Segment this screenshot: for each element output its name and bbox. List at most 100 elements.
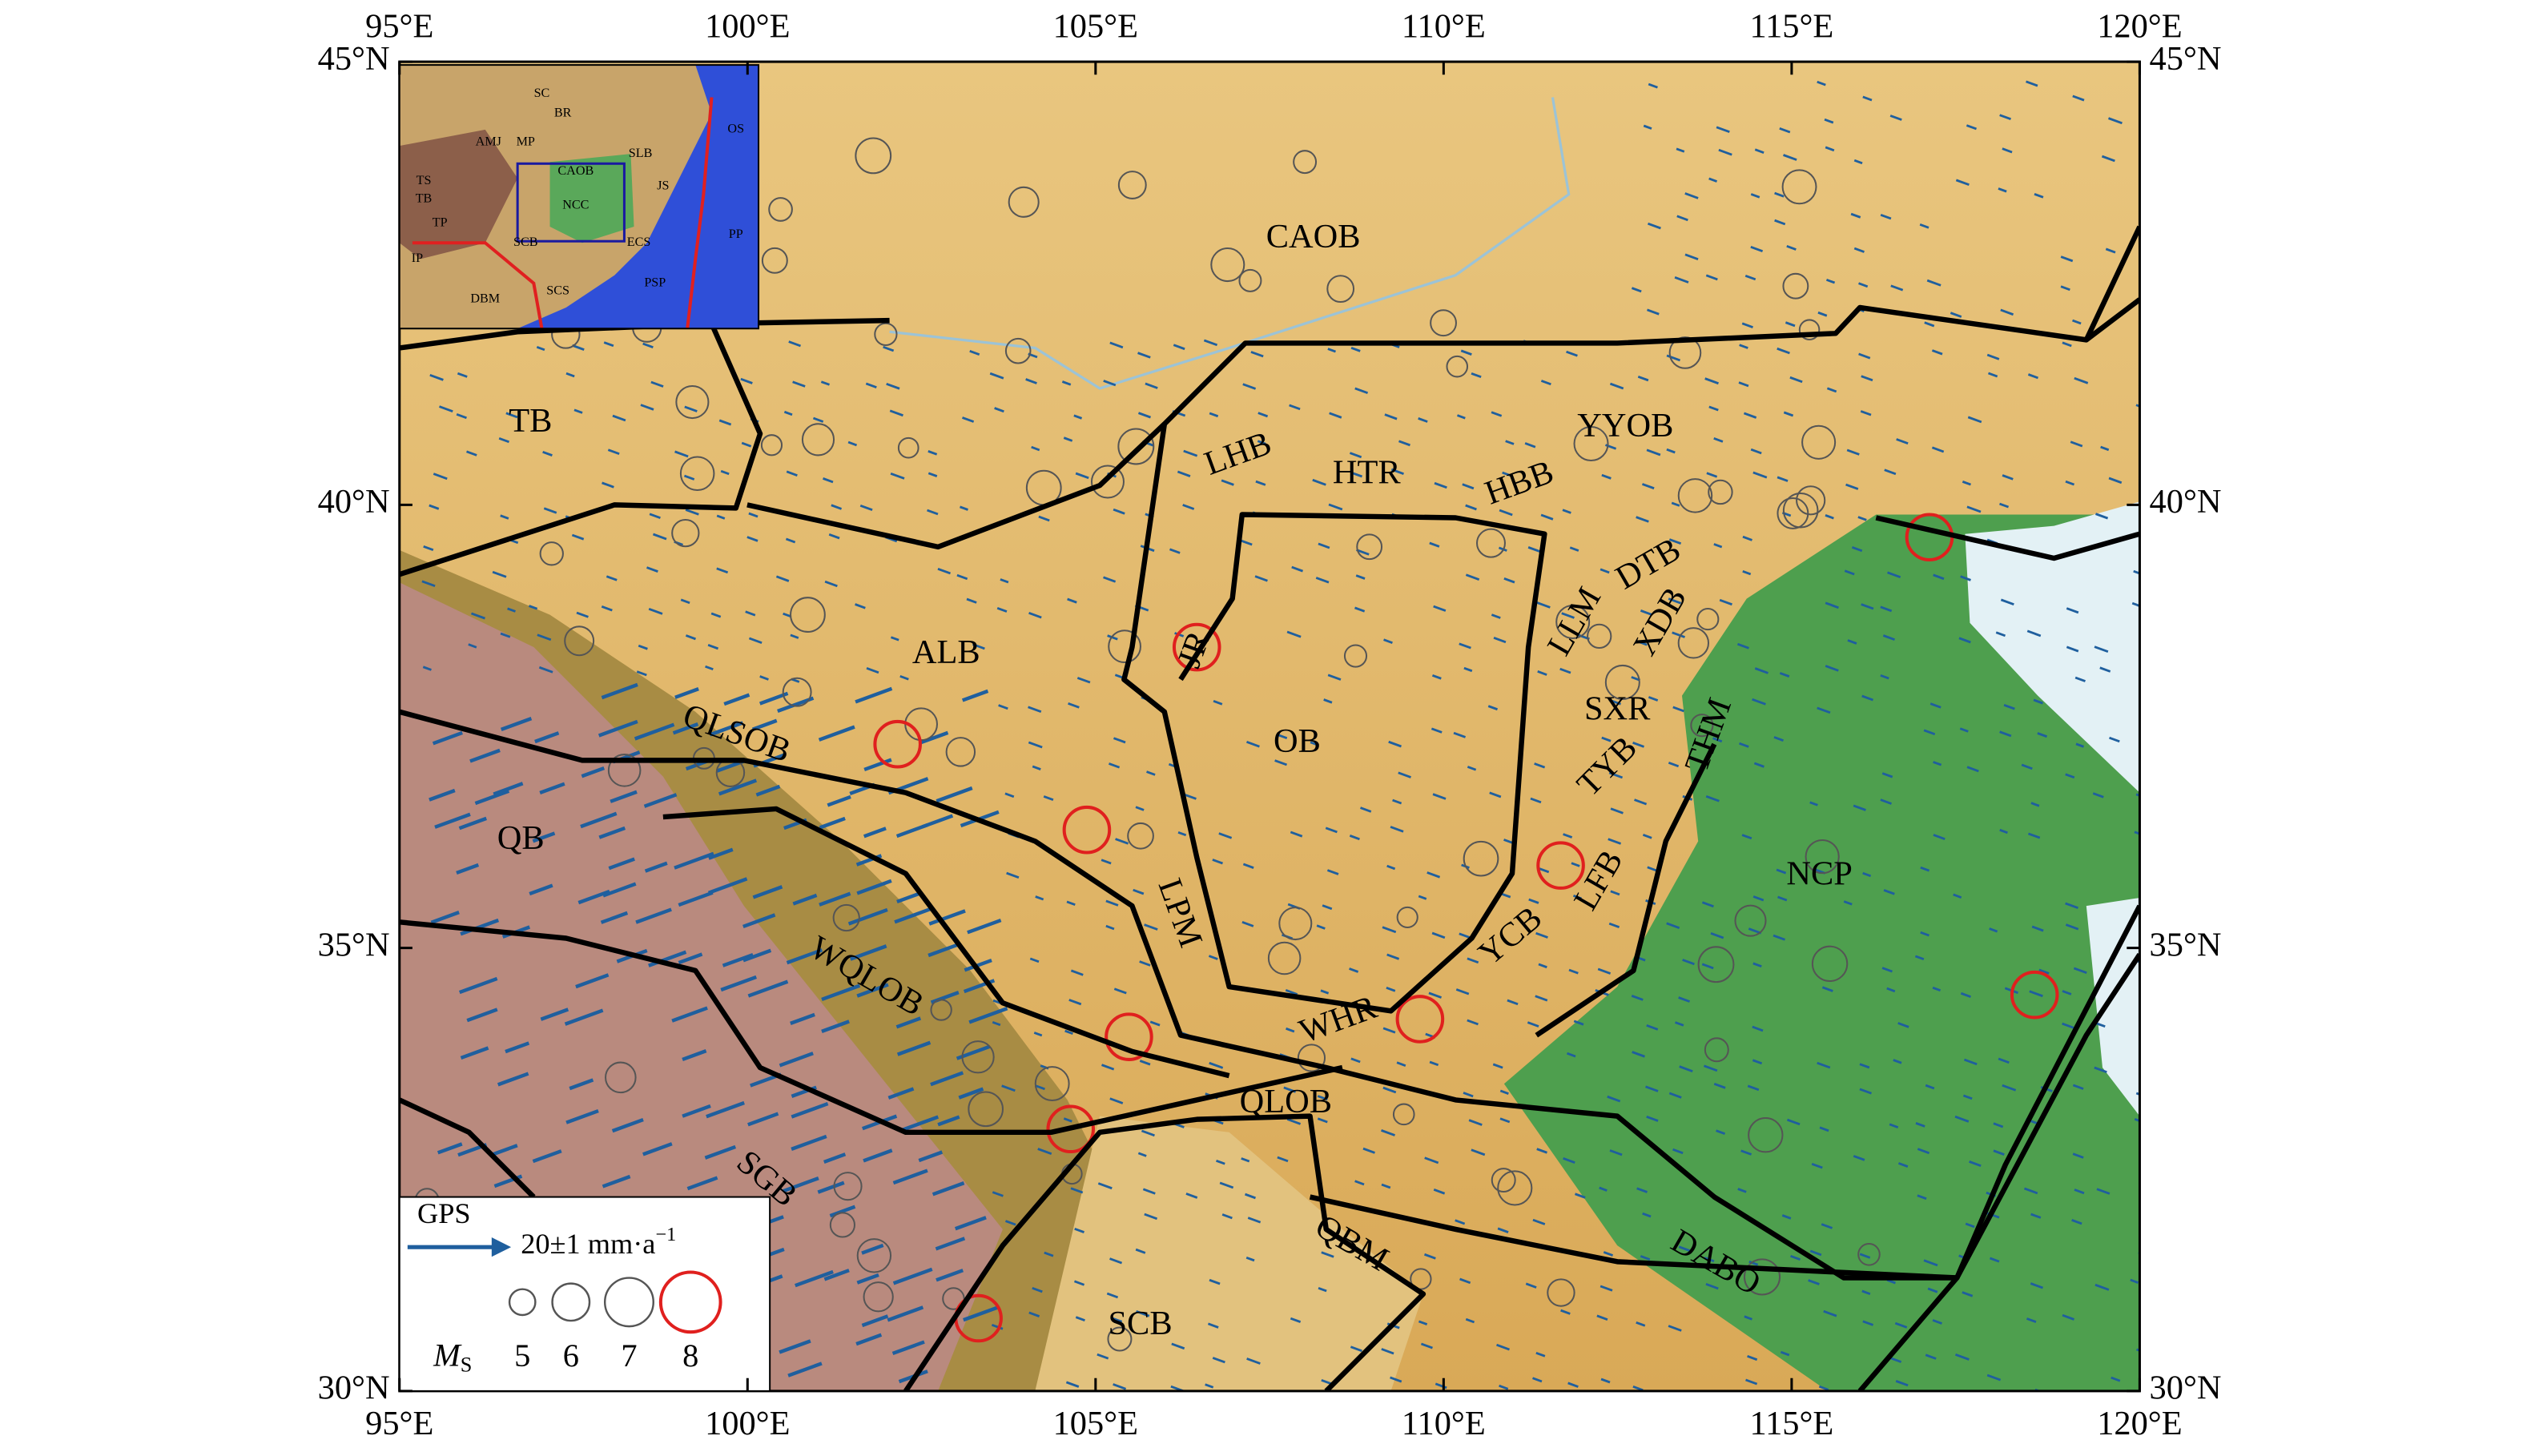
gps-vector — [1113, 1383, 1127, 1390]
gps-vector — [1704, 1257, 1715, 1263]
gps-vector — [1068, 999, 1082, 1006]
gps-vector — [824, 580, 838, 588]
gps-vector — [686, 1176, 718, 1191]
gps-vector — [1257, 412, 1269, 418]
gps-vector — [2145, 85, 2158, 90]
gps-vector — [2135, 793, 2140, 797]
gps-vector — [1031, 445, 1040, 452]
gps-vector — [1455, 1219, 1466, 1225]
gps-vector — [2147, 1056, 2158, 1060]
gps-vector — [1467, 957, 1479, 964]
gps-vector — [2003, 703, 2015, 710]
gps-vector — [1433, 1189, 1446, 1195]
earthquake — [1491, 1168, 1516, 1193]
earthquake — [1801, 424, 1837, 460]
gps-vector — [1384, 413, 1398, 420]
gps-vector — [1843, 900, 1853, 906]
gps-vector — [1496, 1343, 1511, 1351]
gps-vector — [571, 533, 585, 541]
gps-vector — [919, 730, 949, 745]
gps-vector — [1349, 452, 1362, 459]
gps-vector — [1777, 347, 1790, 355]
earthquake — [1008, 186, 1040, 218]
gps-vector — [1328, 503, 1343, 511]
gps-vector — [720, 975, 757, 992]
gps-vector — [1323, 698, 1333, 704]
gps-vector — [1028, 611, 1042, 619]
gps-vector — [1532, 1218, 1546, 1225]
gps-vector — [894, 907, 932, 924]
gps-vector — [927, 509, 939, 516]
gps-vector — [1739, 344, 1748, 349]
gps-vector — [2026, 1317, 2037, 1323]
gps-vector — [1540, 513, 1554, 521]
gps-vector — [1999, 828, 2008, 835]
gps-vector — [1853, 159, 1863, 165]
gps-vector — [1752, 1059, 1763, 1065]
gps-vector — [1600, 1378, 1611, 1384]
gps-vector — [607, 448, 620, 456]
gps-vector — [1322, 904, 1333, 911]
gps-vector — [2096, 1188, 2111, 1195]
gps-vector — [779, 1339, 811, 1354]
gps-vector — [935, 1237, 966, 1251]
gps-vector — [1966, 766, 1979, 773]
gps-vector — [1562, 509, 1571, 514]
gps-vector — [785, 537, 796, 544]
earthquake — [874, 322, 898, 346]
gps-vector — [1107, 634, 1118, 641]
gps-vector — [747, 1112, 779, 1127]
gps-vector — [968, 1007, 1008, 1024]
gps-vector — [1035, 895, 1044, 901]
gps-vector — [1536, 1148, 1547, 1154]
earthquake — [942, 1287, 965, 1310]
gps-vector — [1390, 1376, 1402, 1383]
legend-gps-exponent: −1 — [655, 1224, 676, 1245]
gps-vector — [1209, 1061, 1224, 1069]
gps-vector — [1097, 1353, 1109, 1360]
earthquake — [1343, 644, 1368, 668]
gps-vector — [1245, 741, 1260, 748]
gps-vector — [1745, 1378, 1758, 1386]
gps-vector — [1065, 1381, 1080, 1388]
gps-vector — [783, 410, 793, 416]
gps-vector — [439, 405, 453, 413]
legend-magnitude-circle — [508, 1288, 537, 1317]
gps-vector — [1600, 1285, 1613, 1292]
gps-vector — [1530, 797, 1542, 804]
gps-vector — [1327, 674, 1342, 681]
gps-vector — [1171, 1342, 1185, 1350]
gps-vector — [932, 1181, 965, 1197]
earthquake — [760, 434, 783, 457]
gps-vector — [1646, 448, 1661, 457]
gps-vector — [1004, 1220, 1016, 1226]
gps-vector — [1966, 505, 1982, 513]
earthquake — [1127, 822, 1154, 850]
gps-vector — [1703, 1064, 1718, 1072]
gps-vector — [1350, 346, 1361, 352]
gps-vector — [823, 1152, 847, 1164]
gps-vector — [1779, 127, 1791, 134]
gps-vector — [2094, 1283, 2110, 1291]
gps-vector — [1073, 1280, 1085, 1286]
gps-vector — [1931, 446, 1945, 453]
gps-vector — [1953, 893, 1962, 899]
inset-label: SCB — [513, 235, 538, 249]
gps-vector — [1893, 1059, 1902, 1064]
inset-label: JS — [657, 179, 669, 192]
legend-ms-symbol: M — [433, 1337, 462, 1374]
gps-vector — [1897, 1162, 1909, 1168]
gps-vector — [2000, 308, 2014, 316]
map-frame — [398, 60, 2141, 1393]
gps-vector — [603, 341, 614, 348]
gps-vector — [2060, 285, 2070, 292]
gps-vector — [795, 1269, 834, 1288]
gps-vector — [1850, 212, 1861, 219]
gps-vector — [866, 666, 879, 674]
inset-label: SLB — [629, 147, 653, 160]
gps-vector — [1535, 931, 1548, 939]
gps-vector — [1418, 417, 1428, 423]
gps-vector — [1489, 791, 1502, 798]
gps-vector — [1317, 1117, 1328, 1124]
earthquake — [782, 677, 812, 707]
